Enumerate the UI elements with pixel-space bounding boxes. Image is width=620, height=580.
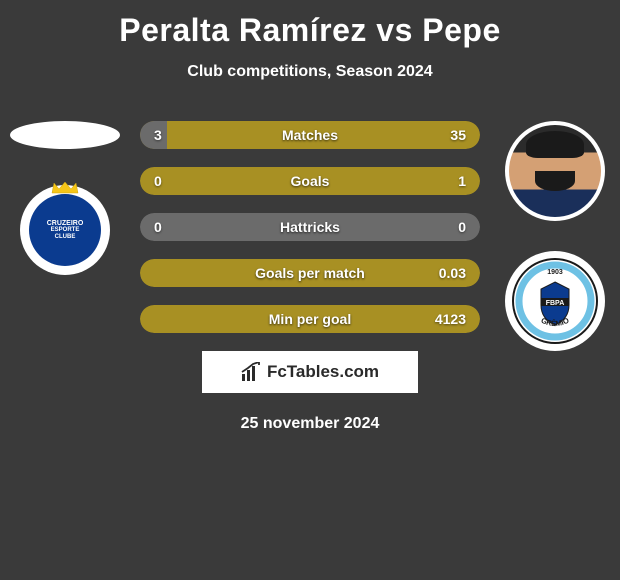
stat-bars: 3Matches350Goals10Hattricks0Goals per ma… <box>140 121 480 333</box>
player2-face-icon <box>509 125 601 217</box>
stat-value-right: 0 <box>458 219 466 235</box>
player1-column: CRUZEIRO ESPORTE CLUBE <box>10 121 120 275</box>
player1-avatar <box>10 121 120 149</box>
stat-label: Goals <box>140 173 480 189</box>
comparison-panel: CRUZEIRO ESPORTE CLUBE FBPA 1903 GRÊMIO <box>0 121 620 333</box>
stat-value-right: 1 <box>458 173 466 189</box>
player2-column: FBPA 1903 GRÊMIO <box>500 121 610 351</box>
stat-row: 3Matches35 <box>140 121 480 149</box>
cruzeiro-badge: CRUZEIRO ESPORTE CLUBE <box>29 194 101 266</box>
stat-label: Min per goal <box>140 311 480 327</box>
stat-label: Matches <box>140 127 480 143</box>
player2-club-logo: FBPA 1903 GRÊMIO <box>505 251 605 351</box>
player2-avatar <box>505 121 605 221</box>
stat-value-right: 4123 <box>435 311 466 327</box>
date-line: 25 november 2024 <box>0 415 620 433</box>
gremio-badge: FBPA 1903 GRÊMIO <box>511 257 599 345</box>
crown-icon <box>50 181 80 195</box>
stat-row: 0Goals1 <box>140 167 480 195</box>
stat-row: Min per goal4123 <box>140 305 480 333</box>
player1-club-logo: CRUZEIRO ESPORTE CLUBE <box>20 185 110 275</box>
chart-icon <box>241 362 261 382</box>
svg-text:1903: 1903 <box>547 269 563 276</box>
stat-label: Goals per match <box>140 265 480 281</box>
brand-text: FcTables.com <box>267 362 379 382</box>
stat-row: Goals per match0.03 <box>140 259 480 287</box>
stat-value-right: 0.03 <box>439 265 466 281</box>
stat-label: Hattricks <box>140 219 480 235</box>
stat-value-right: 35 <box>450 127 466 143</box>
subtitle: Club competitions, Season 2024 <box>0 63 620 81</box>
stat-row: 0Hattricks0 <box>140 213 480 241</box>
brand-box: FcTables.com <box>202 351 418 393</box>
page-title: Peralta Ramírez vs Pepe <box>0 0 620 49</box>
svg-text:FBPA: FBPA <box>546 300 565 307</box>
